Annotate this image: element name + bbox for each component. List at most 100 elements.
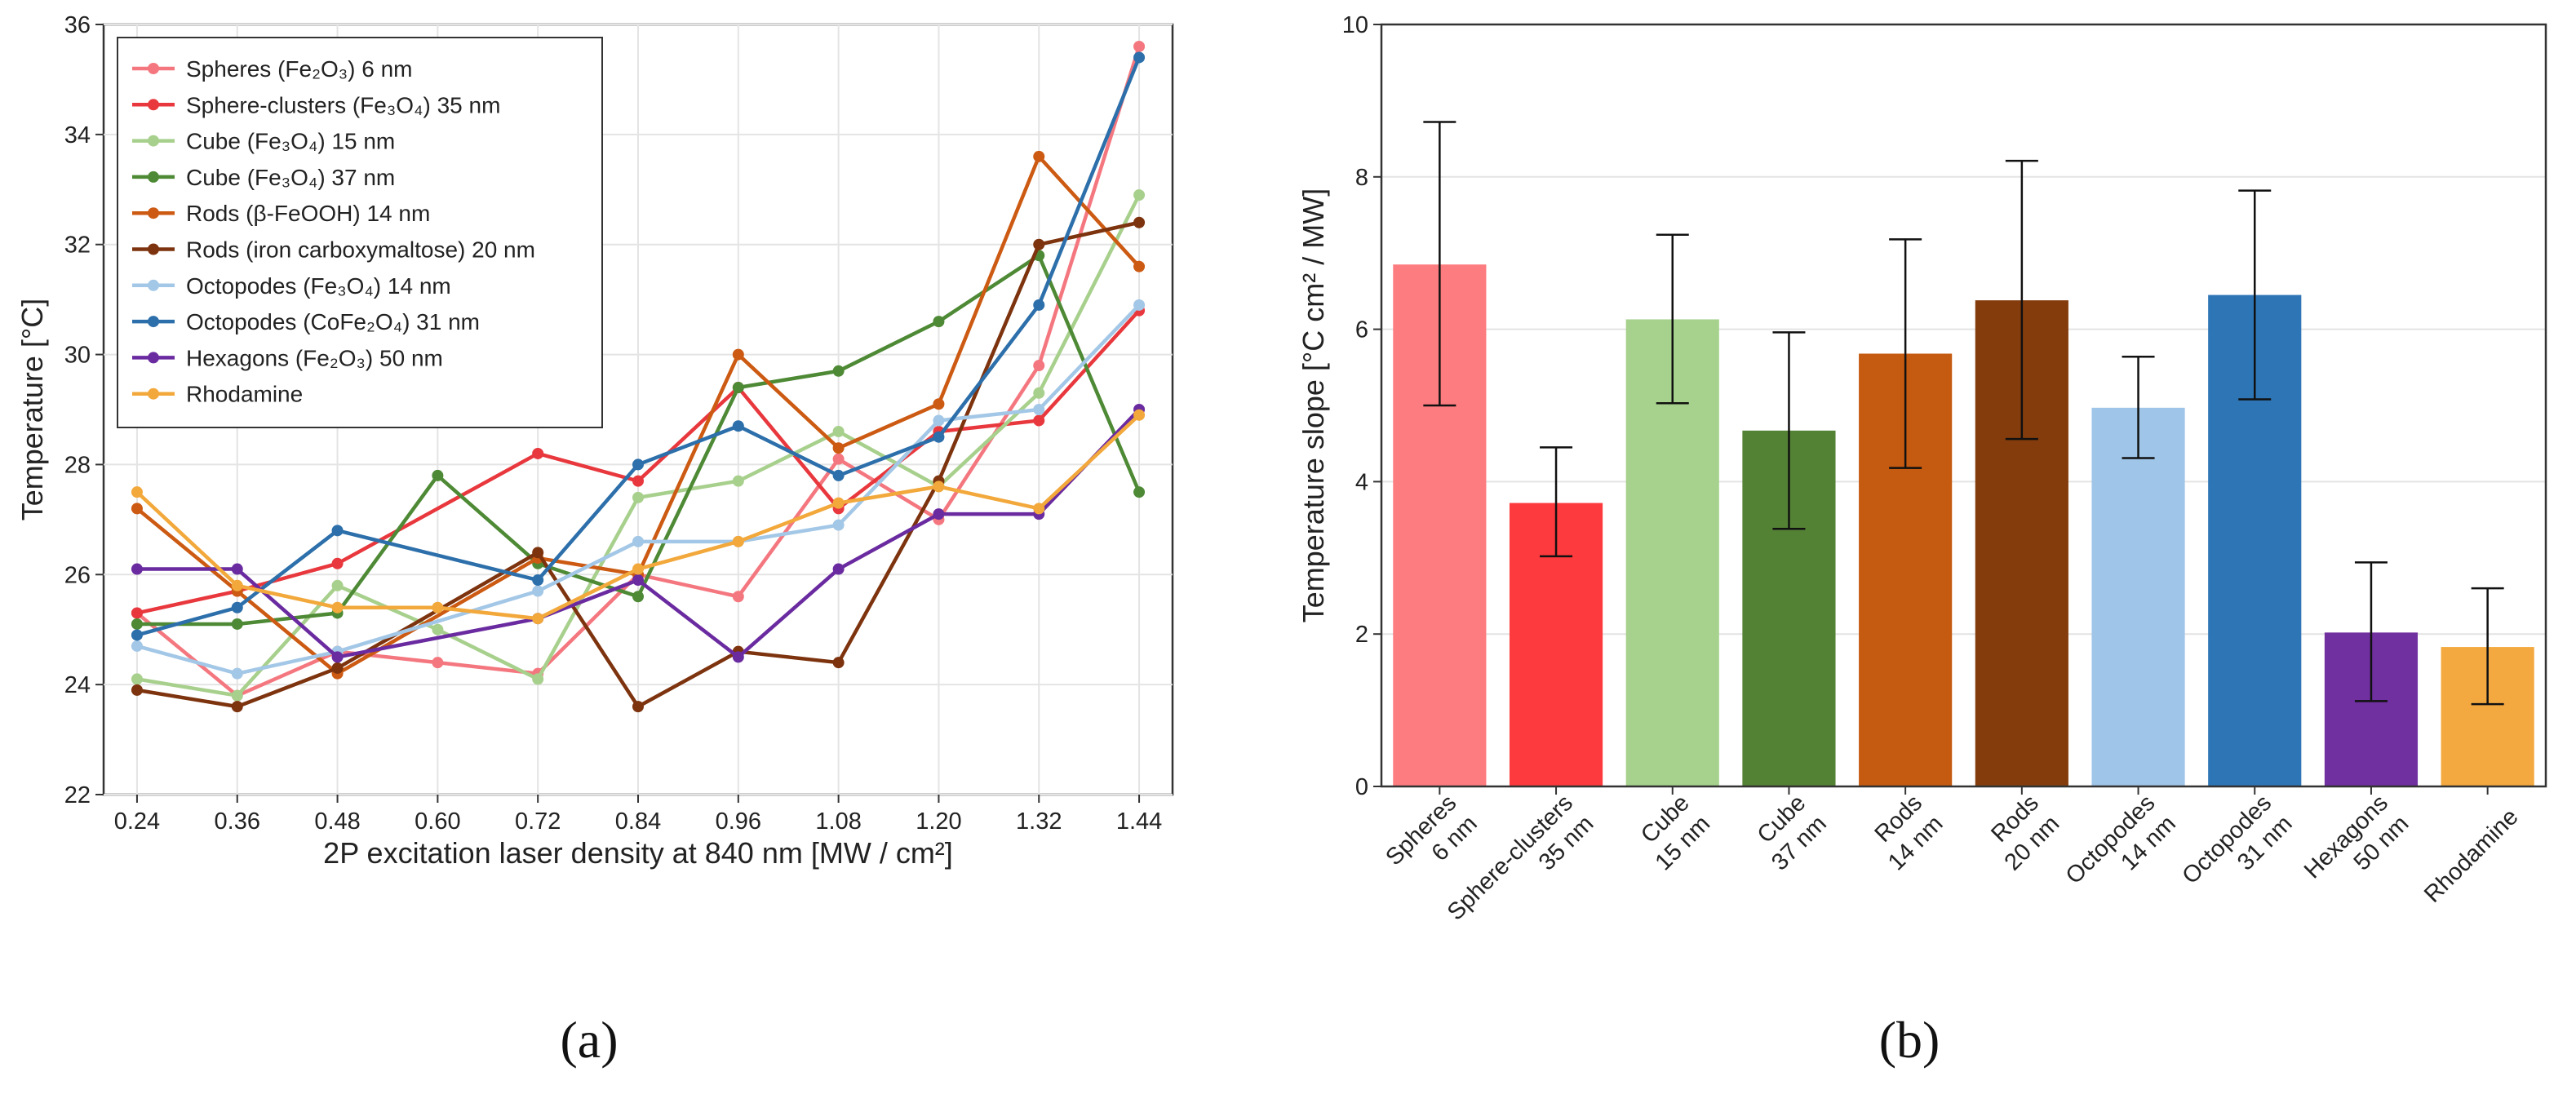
legend-marker xyxy=(148,207,159,219)
x-tick-label: 0.84 xyxy=(615,808,661,835)
x-tick-labels: 0.24 0.36 0.48 0.60 0.72 0.84 0.96 1.08 1.20 1.32… xyxy=(114,795,1162,835)
legend-box xyxy=(117,37,603,428)
data-point xyxy=(532,547,544,559)
data-point xyxy=(131,629,143,641)
series-line xyxy=(131,51,1146,641)
legend-marker xyxy=(148,135,159,147)
y-tick-label: 32 xyxy=(64,233,91,259)
data-point xyxy=(1033,150,1045,162)
data-point xyxy=(131,618,143,630)
legend-entry: Cube (Fe₃O₄) 15 nm xyxy=(132,129,395,154)
data-point xyxy=(832,563,845,575)
data-point xyxy=(532,585,544,597)
y-tick-label: 26 xyxy=(64,562,91,588)
series-path xyxy=(136,56,1142,637)
data-point xyxy=(1033,503,1045,515)
data-point xyxy=(1033,414,1045,427)
legend: Spheres (Fe₂O₃) 6 nm Sphere-clusters (Fe₃… xyxy=(117,37,603,428)
legend-marker xyxy=(148,171,159,183)
legend-label: Cube (Fe₃O₄) 37 nm xyxy=(186,165,395,190)
panel-label-b: (b) xyxy=(1879,1011,1940,1069)
data-point xyxy=(933,414,945,427)
data-point xyxy=(632,591,644,603)
series-path xyxy=(136,303,1141,675)
x-tick-label: Cube15 nm xyxy=(1629,790,1715,875)
data-point xyxy=(632,701,644,713)
data-point xyxy=(632,475,644,487)
series-line xyxy=(131,404,1146,663)
legend-marker xyxy=(148,352,159,364)
error-bar xyxy=(1540,446,1573,558)
y-tick-label: 10 xyxy=(1342,12,1368,38)
panel-label-a: (a) xyxy=(560,1011,618,1069)
legend-label: Rods (iron carboxymaltose) 20 nm xyxy=(186,237,535,263)
data-point xyxy=(331,651,344,663)
y-tick-label: 30 xyxy=(64,343,91,369)
data-point xyxy=(131,563,143,575)
legend-label: Octopodes (CoFe₂O₄) 31 nm xyxy=(186,309,480,334)
data-point xyxy=(131,607,143,619)
data-point xyxy=(1033,238,1045,250)
data-series xyxy=(131,40,1146,713)
legend-entry: Cube (Fe₃O₄) 37 nm xyxy=(132,165,395,190)
error-bar xyxy=(1772,331,1806,530)
data-point xyxy=(1133,260,1146,272)
data-point xyxy=(732,591,744,603)
legend-entry: Rhodamine xyxy=(132,382,303,407)
data-point xyxy=(933,481,945,493)
y-tick-labels: 22 24 26 28 30 32 34 36 xyxy=(64,12,104,808)
data-point xyxy=(1033,360,1045,372)
y-tick-label: 4 xyxy=(1355,469,1368,495)
legend-label: Rhodamine xyxy=(186,382,303,407)
data-point xyxy=(832,425,845,437)
legend-entry: Octopodes (CoFe₂O₄) 31 nm xyxy=(132,309,480,334)
data-point xyxy=(732,535,744,547)
data-point xyxy=(832,365,845,377)
legend-marker xyxy=(148,316,159,328)
y-axis-label: Temperature slope [°C cm² / MW] xyxy=(1297,188,1330,623)
data-point xyxy=(632,535,644,547)
data-point xyxy=(732,475,744,487)
y-tick-labels: 0 2 4 6 8 10 xyxy=(1342,12,1381,800)
data-point xyxy=(231,701,243,713)
data-point xyxy=(432,469,444,481)
x-tick-label: Hexagons50 nm xyxy=(2299,790,2414,904)
plot-frame xyxy=(1380,23,2547,788)
x-axis-label: 2P excitation laser density at 840 nm [M… xyxy=(323,836,953,870)
series-path xyxy=(136,408,1141,659)
x-tick-label: 0.36 xyxy=(215,808,260,835)
x-tick-label: 0.48 xyxy=(314,808,360,835)
data-point xyxy=(1133,486,1146,498)
x-tick-label: 0.60 xyxy=(415,808,460,835)
error-bar xyxy=(2005,159,2038,441)
x-tick-label: 1.08 xyxy=(815,808,861,835)
legend-entry: Octopodes (Fe₃O₄) 14 nm xyxy=(132,273,451,299)
y-tick-label: 24 xyxy=(64,672,91,698)
data-point xyxy=(732,382,744,394)
data-point xyxy=(131,640,143,652)
data-point xyxy=(532,447,544,459)
legend-label: Rods (β-FeOOH) 14 nm xyxy=(186,201,430,226)
error-bar xyxy=(2122,355,2155,459)
data-point xyxy=(933,431,945,443)
legend-marker xyxy=(148,63,159,74)
data-point xyxy=(231,601,243,613)
error-bar xyxy=(1423,121,1456,407)
data-point xyxy=(832,469,845,481)
data-point xyxy=(732,651,744,663)
x-tick-label: Spheres6 nm xyxy=(1381,790,1482,891)
error-bar xyxy=(2238,189,2272,401)
data-point xyxy=(331,525,344,537)
data-point xyxy=(331,579,344,591)
data-point xyxy=(231,579,243,591)
data-point xyxy=(1133,299,1146,311)
data-point xyxy=(532,574,544,587)
data-point xyxy=(532,613,544,625)
legend-entry: Rods (iron carboxymaltose) 20 nm xyxy=(132,237,535,263)
legend-entry: Rods (β-FeOOH) 14 nm xyxy=(132,201,430,226)
data-point xyxy=(331,601,344,613)
legend-entry: Spheres (Fe₂O₃) 6 nm xyxy=(132,56,412,82)
series-path xyxy=(136,309,1141,615)
y-tick-label: 34 xyxy=(64,122,91,148)
